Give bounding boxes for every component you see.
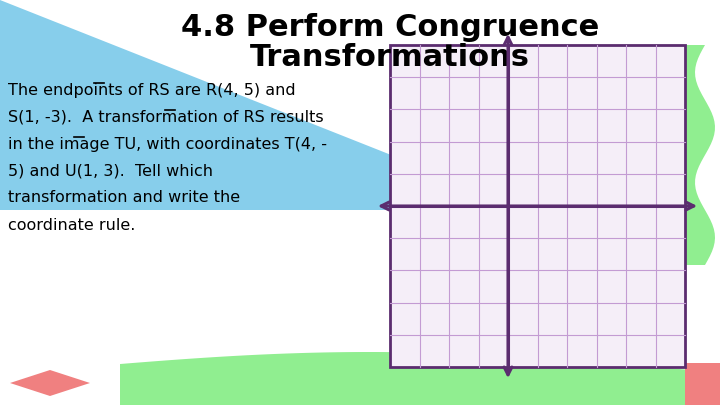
Text: coordinate rule.: coordinate rule. bbox=[8, 217, 135, 232]
Text: 4.8 Perform Congruence: 4.8 Perform Congruence bbox=[181, 13, 599, 41]
Polygon shape bbox=[120, 352, 720, 405]
Text: Transformations: Transformations bbox=[250, 43, 530, 72]
Text: S(1, -3).  A transformation of RS results: S(1, -3). A transformation of RS results bbox=[8, 109, 323, 124]
Text: transformation and write the: transformation and write the bbox=[8, 190, 240, 205]
Text: 5) and U(1, 3).  Tell which: 5) and U(1, 3). Tell which bbox=[8, 164, 213, 179]
Text: The endpoints of RS are R(4, 5) and: The endpoints of RS are R(4, 5) and bbox=[8, 83, 296, 98]
Bar bbox=[390, 45, 685, 367]
Polygon shape bbox=[685, 45, 715, 265]
Text: in the image TU, with coordinates T(4, -: in the image TU, with coordinates T(4, - bbox=[8, 136, 327, 151]
Polygon shape bbox=[685, 363, 720, 405]
Polygon shape bbox=[10, 370, 90, 396]
Polygon shape bbox=[0, 0, 530, 210]
